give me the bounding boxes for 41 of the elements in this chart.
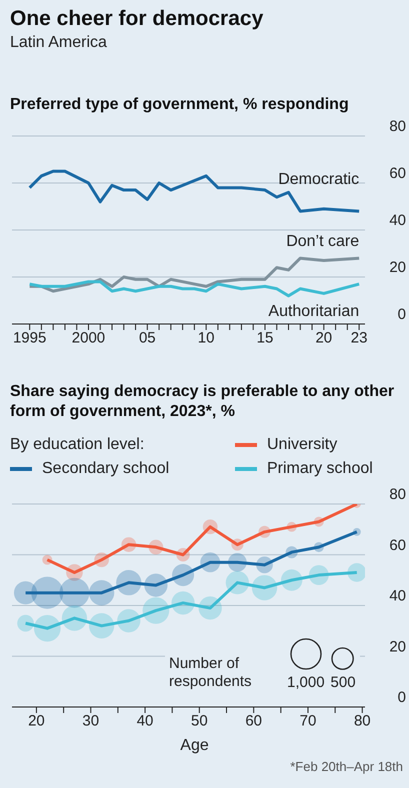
chart-title: Share saying democracy is preferable to any other form of government, 2023*, % xyxy=(10,383,394,420)
legend-label: University xyxy=(267,436,338,454)
x-tick-label: 70 xyxy=(300,712,316,730)
legend-label: Secondary school xyxy=(42,460,170,478)
x-tick-label: 23 xyxy=(350,330,368,347)
y-axis-title: Preferred type of government, % responding xyxy=(10,96,349,114)
x-tick-label: 10 xyxy=(198,330,214,347)
x-tick-label: 15 xyxy=(256,330,274,347)
y-tick-label: 60 xyxy=(389,537,406,554)
y-tick-label: 60 xyxy=(389,165,406,182)
x-tick-label: 2000 xyxy=(72,330,106,347)
x-tick-label: 50 xyxy=(191,712,208,730)
x-tick-label: 40 xyxy=(136,712,154,730)
x-tick-label: 20 xyxy=(28,712,45,730)
y-tick-label: 80 xyxy=(389,486,406,504)
x-tick-label: 30 xyxy=(82,712,100,730)
x-tick-label: 05 xyxy=(138,330,156,347)
series-label: Authoritarian xyxy=(268,303,360,320)
x-axis-title: Age xyxy=(180,737,209,754)
chart-subtitle: Latin America xyxy=(10,34,107,52)
y-tick-label: 20 xyxy=(389,259,406,276)
x-tick-label: 60 xyxy=(245,712,262,730)
legend-label: Primary school xyxy=(267,460,373,478)
y-tick-label: 0 xyxy=(398,689,406,706)
x-tick-label: 1995 xyxy=(12,330,46,347)
legend-label: 1,000 xyxy=(287,674,325,692)
annotation: Number of respondents xyxy=(169,655,252,690)
y-tick-label: 20 xyxy=(389,638,406,656)
text: *Feb 20th–Apr 18th xyxy=(290,759,403,774)
series-label: Democratic xyxy=(278,171,360,188)
series-label: Don’t care xyxy=(286,233,360,250)
legend-title: By education level: xyxy=(10,436,144,454)
chart-title: One cheer for democracy xyxy=(10,7,264,30)
y-tick-label: 40 xyxy=(389,588,406,605)
y-tick-label: 40 xyxy=(389,212,406,230)
x-tick-label: 20 xyxy=(315,330,332,347)
legend-label: 500 xyxy=(330,674,356,692)
x-tick-label: 80 xyxy=(354,712,371,730)
y-tick-label: 80 xyxy=(389,118,406,136)
y-tick-label: 0 xyxy=(398,306,406,324)
size-key: Number of respondents 1,000 500 xyxy=(165,638,360,692)
